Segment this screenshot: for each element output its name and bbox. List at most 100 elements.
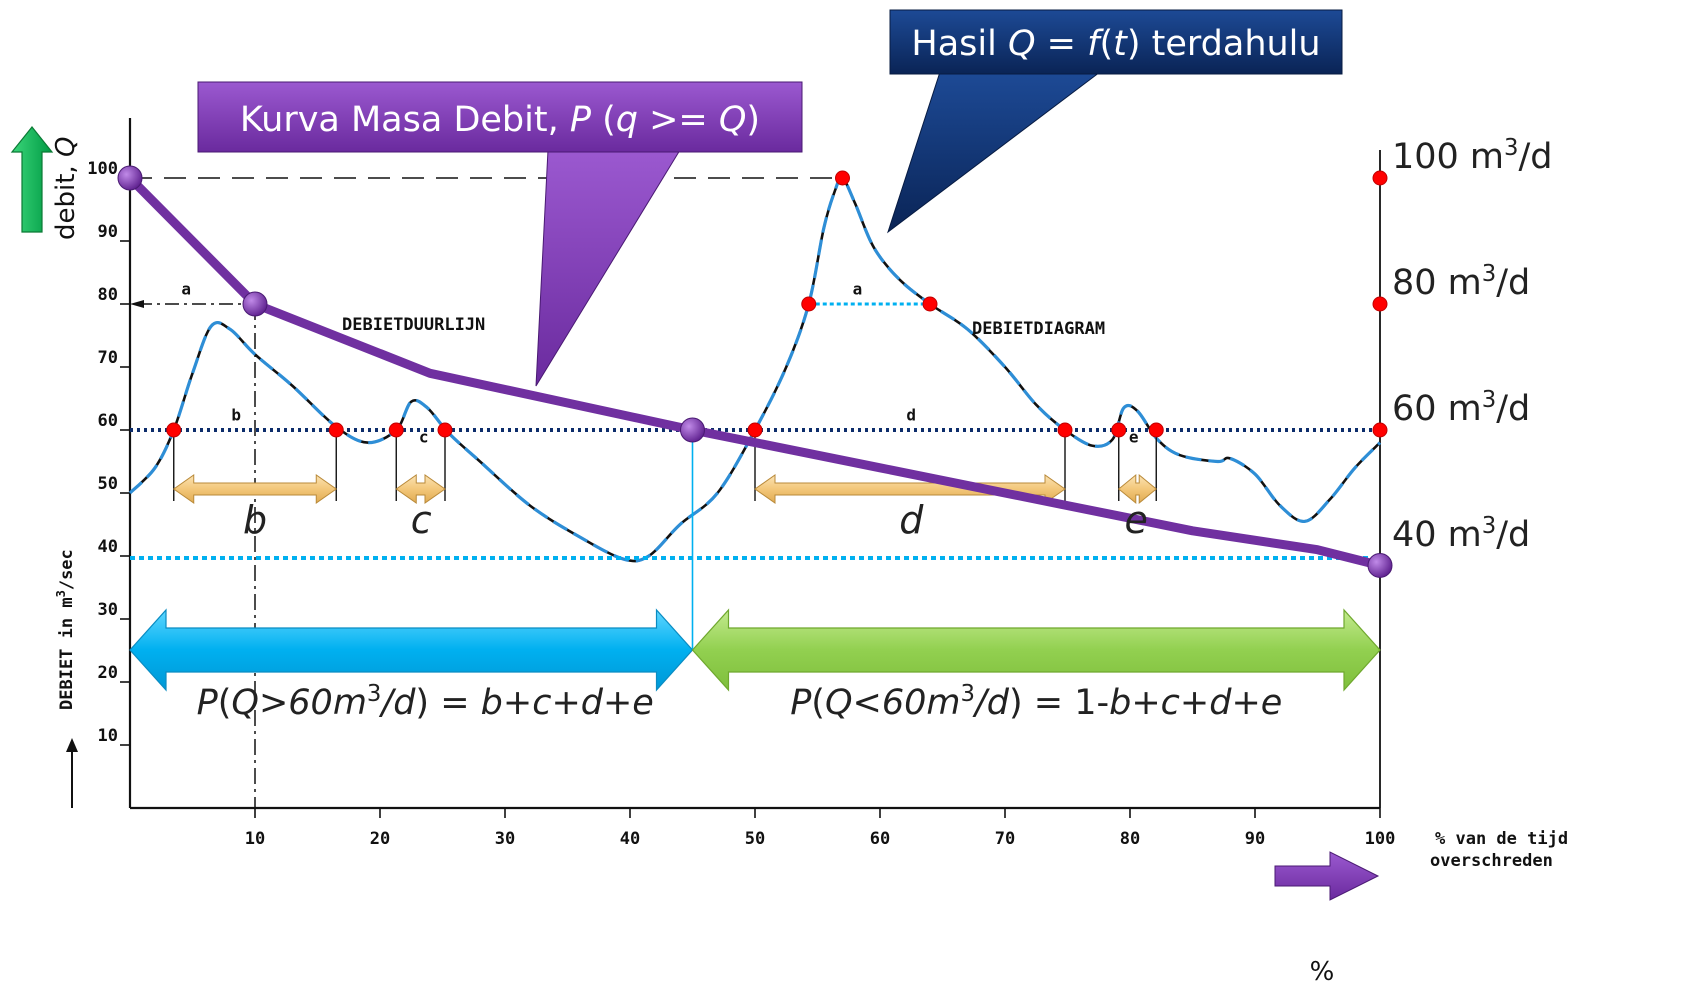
mass-curve-callout-text-part: ): [746, 100, 760, 140]
right-axis-label-part: /d: [1496, 515, 1530, 555]
previous-callout-text-part: (: [1099, 24, 1113, 64]
series-label-diagram: DEBIETDIAGRAM: [972, 319, 1105, 339]
interval-arrow-b: [172, 474, 338, 504]
mass-curve-callout-text-part: >=: [638, 100, 719, 140]
interval-arrow-e: [1117, 473, 1158, 505]
right-axis-label-part: 40 m: [1392, 515, 1482, 555]
right-axis-label-part: 80 m: [1392, 263, 1482, 303]
crossing-point: [1111, 422, 1127, 438]
crossing-point: [801, 296, 817, 312]
right-axis-label: 60 m3/d: [1392, 387, 1530, 429]
crossing-point: [922, 296, 938, 312]
x-tick-label: 40: [620, 829, 640, 849]
y-tick-label: 80: [98, 285, 118, 305]
previous-callout-text: Hasil Q = f(t) terdahulu: [911, 24, 1320, 64]
crossing-point: [388, 422, 404, 438]
previous-callout-text-part: ) terdahulu: [1127, 24, 1321, 64]
small-label-d: d: [906, 406, 916, 425]
right-axis-label-part: 3: [1504, 135, 1518, 161]
prob-left-label: P(Q>60m3/d) = b+c+d+e: [197, 681, 654, 723]
hydrograph-line: [128, 176, 1382, 563]
interval-label-e: e: [1125, 498, 1148, 542]
crossing-point: [437, 422, 453, 438]
right-axis-label-part: /d: [1496, 263, 1530, 303]
up-arrow-icon: [10, 126, 54, 233]
y-tick-label: 70: [98, 348, 118, 368]
y-tick-label: 90: [98, 222, 118, 242]
y-tick-label: 40: [98, 537, 118, 557]
crossing-point: [1372, 170, 1388, 186]
prob-right-label-part: 3: [960, 681, 974, 707]
x-tick-label: 90: [1245, 829, 1265, 849]
x-tick-label: 60: [870, 829, 890, 849]
ref-line-80-head: [130, 300, 144, 308]
hydrograph-line-black: [129, 176, 1381, 563]
right-axis-label: 80 m3/d: [1392, 261, 1530, 303]
prob-left-label-part: /d: [378, 683, 416, 723]
debit-q-label: debit, Q: [51, 137, 81, 240]
crossing-point: [747, 422, 763, 438]
interval-label-c: c: [411, 498, 432, 542]
prob-left-label-part: P: [197, 683, 219, 723]
prob-left-label-part: Q>60m: [231, 683, 367, 723]
mass-curve-callout-pointer: [535, 149, 681, 387]
x-tick-label: 100: [1365, 829, 1396, 849]
x-tick-label: 30: [495, 829, 515, 849]
y-axis-label: DEBIET in m3/sec: [54, 549, 77, 710]
x-tick-label: 50: [745, 829, 765, 849]
previous-callout-text-part: Hasil: [911, 24, 1008, 64]
mass-curve-callout-box: [197, 81, 803, 153]
small-label-e: e: [1129, 428, 1139, 447]
prob-right-arrow: [691, 608, 1381, 692]
crossing-point: [835, 170, 850, 186]
right-axis-label-part: 100 m: [1392, 137, 1504, 177]
y-tick-label: 20: [98, 663, 118, 683]
right-axis-label-part: 60 m: [1392, 389, 1482, 429]
y-axis-small-arrow-head: [66, 738, 78, 752]
y-tick-label: 60: [98, 411, 118, 431]
previous-callout-text-part: =: [1036, 24, 1088, 64]
previous-callout-text-part: Q: [1008, 24, 1036, 64]
mass-curve-callout-text-part: Q: [719, 100, 747, 140]
y-tick-label: 30: [98, 600, 118, 620]
small-label-b: b: [231, 406, 241, 425]
debit-q-part: Q: [51, 137, 81, 157]
crossing-point: [1148, 422, 1164, 438]
duration-point: [1367, 552, 1393, 578]
prob-left-label-part: b+c+d+e: [481, 683, 654, 723]
previous-callout-box: [889, 9, 1343, 75]
previous-callout-pointer: [887, 71, 1102, 234]
crossing-point: [1372, 296, 1388, 312]
percent-arrow-icon: [1274, 851, 1380, 901]
debit-q-part: debit,: [51, 157, 81, 240]
y-axis-label-part: 3: [54, 590, 68, 597]
prob-right-label-part: ) = 1-: [1009, 683, 1109, 723]
prob-right-label-part: (: [811, 683, 825, 723]
y-axis-label-part: /sec: [57, 549, 77, 590]
crossing-point: [1057, 422, 1073, 438]
right-axis-label: 100 m3/d: [1392, 135, 1553, 177]
y-axis-label-part: DEBIET in m: [57, 597, 77, 710]
small-label-a: a: [853, 280, 863, 299]
right-axis-label-part: 3: [1482, 261, 1496, 287]
y-tick-label: 100: [87, 159, 118, 179]
right-axis-label: 40 m3/d: [1392, 513, 1530, 555]
mass-curve-callout-text-part: Kurva Masa Debit,: [240, 100, 570, 140]
prob-left-label-part: 3: [367, 681, 381, 707]
crossing-point: [166, 422, 182, 438]
duration-point: [242, 291, 268, 317]
prob-right-label-part: Q<60m: [825, 683, 961, 723]
mass-curve-callout-text-part: q: [616, 100, 638, 140]
x-tick-label: 70: [995, 829, 1015, 849]
right-axis-label-part: 3: [1482, 387, 1496, 413]
x-tick-label: 20: [370, 829, 390, 849]
duration-point: [680, 417, 705, 443]
percent-symbol: %: [1310, 957, 1335, 987]
prob-right-label-part: P: [790, 683, 812, 723]
y-tick-label: 10: [98, 726, 118, 746]
series-label-duration: DEBIETDUURLIJN: [342, 315, 485, 335]
duration-curve-line: [125, 173, 1385, 570]
mass-curve-callout-text-part: (: [591, 100, 616, 140]
mass-curve-callout-text-part: P: [570, 100, 592, 140]
